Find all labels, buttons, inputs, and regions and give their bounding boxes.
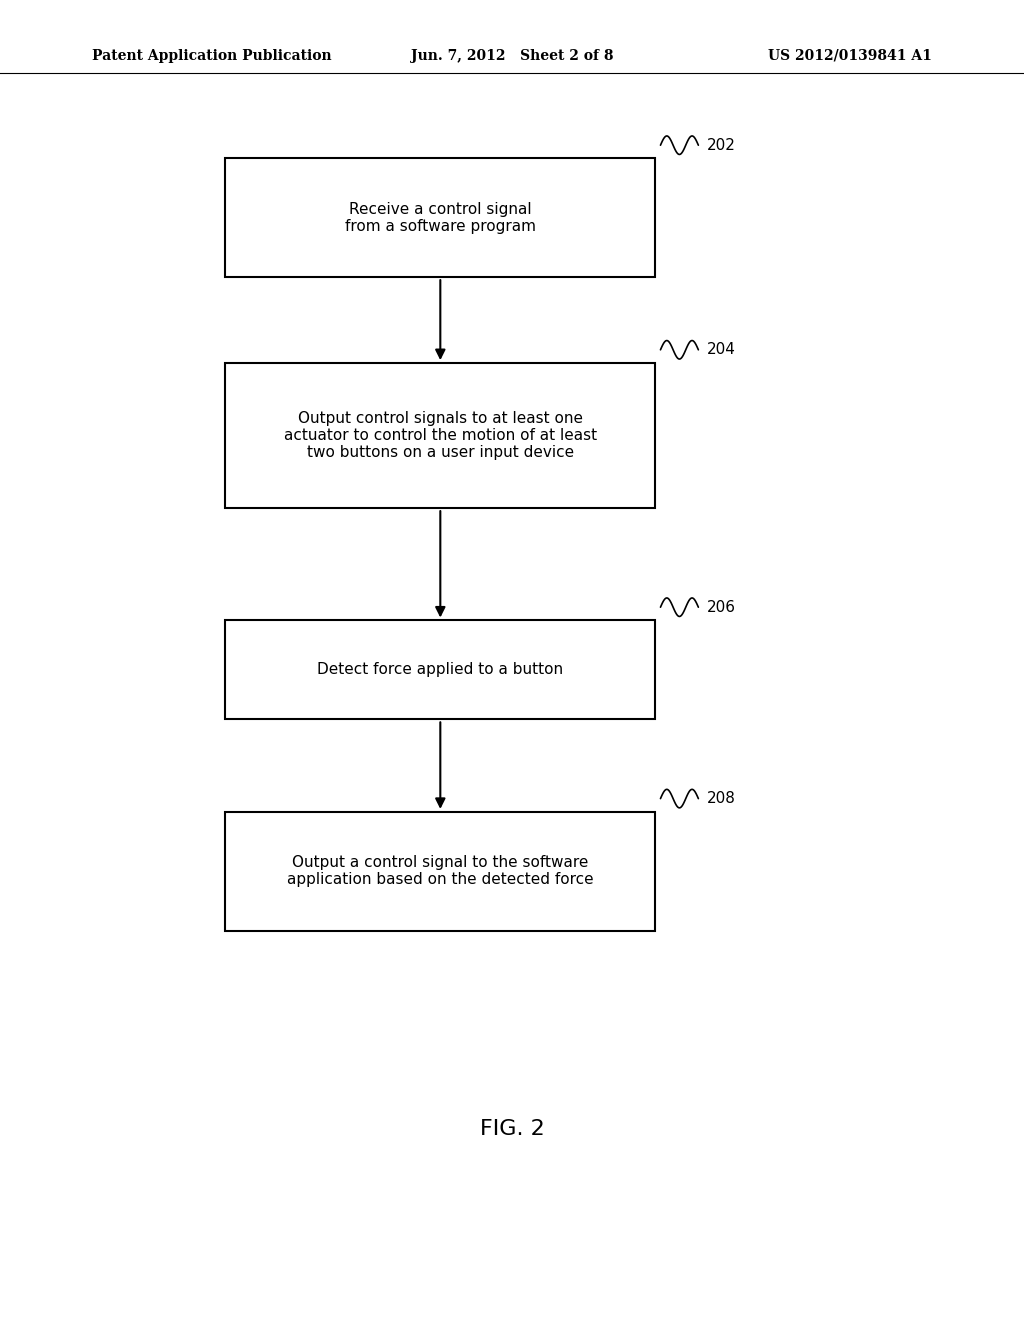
Text: Detect force applied to a button: Detect force applied to a button xyxy=(317,663,563,677)
Text: Output a control signal to the software
application based on the detected force: Output a control signal to the software … xyxy=(287,855,594,887)
Text: Patent Application Publication: Patent Application Publication xyxy=(92,49,332,63)
Text: Jun. 7, 2012   Sheet 2 of 8: Jun. 7, 2012 Sheet 2 of 8 xyxy=(411,49,613,63)
FancyBboxPatch shape xyxy=(225,158,655,277)
Text: Receive a control signal
from a software program: Receive a control signal from a software… xyxy=(345,202,536,234)
Text: US 2012/0139841 A1: US 2012/0139841 A1 xyxy=(768,49,932,63)
FancyBboxPatch shape xyxy=(225,620,655,719)
Text: 206: 206 xyxy=(707,599,735,615)
Text: 208: 208 xyxy=(707,791,735,807)
FancyBboxPatch shape xyxy=(225,363,655,508)
Text: FIG. 2: FIG. 2 xyxy=(479,1118,545,1139)
FancyBboxPatch shape xyxy=(225,812,655,931)
Text: 204: 204 xyxy=(707,342,735,358)
Text: 202: 202 xyxy=(707,137,735,153)
Text: Output control signals to at least one
actuator to control the motion of at leas: Output control signals to at least one a… xyxy=(284,411,597,461)
